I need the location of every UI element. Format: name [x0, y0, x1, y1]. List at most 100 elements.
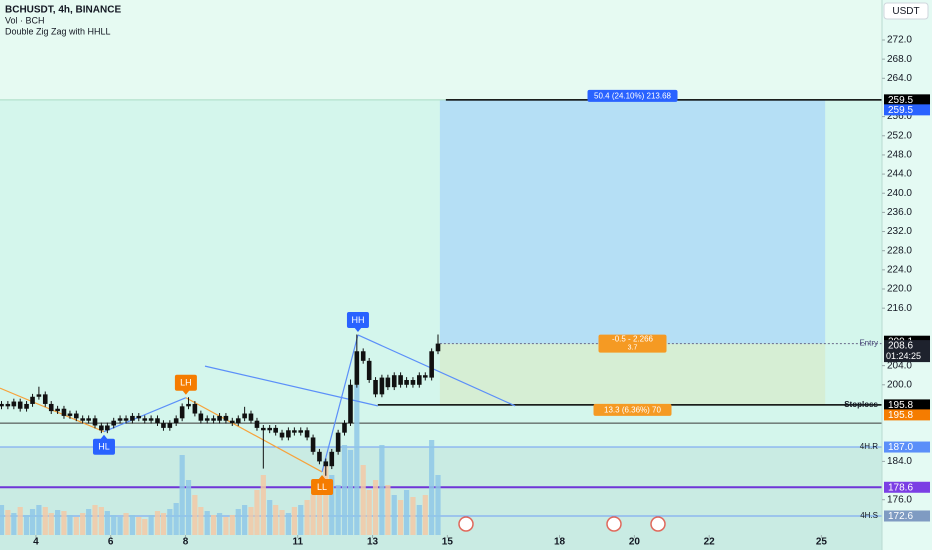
axis-group: 4 6 8 11 13 15 18 20 22 25 272.0 268.0 264.0 256.0 252… [33, 35, 930, 548]
y-tick-label: 256.0 [887, 111, 912, 122]
pivot-badge [174, 374, 197, 391]
entry-text: Entry [859, 339, 878, 348]
y-tick-label: 184.0 [887, 456, 912, 467]
volume-bar [310, 495, 316, 535]
candle-body [24, 403, 29, 409]
volume-bar [354, 385, 360, 535]
candle-body [55, 408, 60, 412]
candle-body [130, 415, 135, 421]
volume-bar [104, 511, 110, 535]
candle-body [317, 451, 322, 462]
volume-bar [123, 513, 129, 535]
volume-bar [204, 511, 210, 535]
volume-bar [248, 507, 254, 535]
pivot-pointer [181, 389, 190, 395]
stop-label: 13.3 (6.36%) 70 [604, 406, 661, 415]
volume-bar [254, 490, 260, 535]
volume-bar [372, 480, 379, 535]
candle-body [310, 437, 316, 452]
candle-body [117, 418, 123, 421]
candle-body [391, 375, 397, 388]
candle-body [161, 423, 166, 428]
mid-label: -0.5 - 2.266 [612, 335, 653, 344]
price-tag-label: 172.6 [888, 511, 913, 522]
pivot-pointer [99, 434, 108, 440]
x-tick-label: 13 [367, 537, 379, 548]
volume-bar [11, 513, 17, 535]
volume-bar [242, 505, 248, 535]
candle-body [5, 403, 11, 407]
pivot-label: LL [317, 482, 327, 492]
volume-bar [0, 505, 5, 535]
volume-bar [229, 515, 235, 535]
volume-bar [267, 500, 273, 535]
candle-body [0, 403, 4, 407]
volume-bar [416, 505, 422, 535]
candle-body [111, 420, 117, 426]
candle-body [155, 418, 160, 424]
mid-sublabel: 3.7 [628, 344, 638, 351]
price-tag-label: 178.6 [888, 482, 913, 493]
volume-bar [185, 480, 192, 535]
price-tag [884, 481, 930, 493]
candle-body [323, 461, 329, 467]
volume-bar [136, 517, 142, 535]
volume-bar [210, 515, 217, 535]
event-icon [458, 516, 474, 532]
candle-body [223, 415, 229, 421]
currency-box [883, 2, 929, 20]
volume-bar [117, 517, 123, 535]
x-tick-label: 25 [816, 537, 828, 548]
candle-body [61, 408, 67, 416]
volume-bar [341, 445, 348, 535]
candle-body [86, 418, 91, 421]
volume-bar [42, 507, 48, 535]
volume-bar [304, 500, 310, 535]
zigzag-line [103, 397, 187, 433]
volume-bar [17, 507, 23, 535]
y-tick-label: 204.0 [887, 360, 912, 371]
currency: USDT [892, 6, 919, 17]
event-icon [606, 516, 622, 532]
candle-body [329, 451, 335, 467]
candle-body [404, 379, 409, 385]
candle-body [292, 430, 297, 433]
volume-bar [391, 495, 397, 535]
price-tag [884, 94, 930, 106]
symbol-title: BCHUSDT, 4h, BINANCE [5, 5, 121, 16]
mid-label-box [598, 334, 667, 353]
candle-body [279, 432, 285, 438]
volume-bar [173, 503, 179, 535]
y-tick-label: 252.0 [887, 130, 912, 141]
pivot-label: HH [351, 315, 364, 325]
candle-body [354, 351, 360, 385]
volume-bar [235, 509, 241, 535]
x-tick-label: 6 [108, 537, 114, 548]
zigzag-line [321, 334, 359, 473]
countdown: 01:24:25 [886, 351, 921, 361]
price-tag [884, 441, 930, 453]
event-icons [458, 516, 666, 532]
price-tag [884, 340, 930, 363]
candle-body [92, 418, 98, 426]
volume-bar [61, 511, 67, 535]
candle-body [211, 418, 216, 421]
candle-body [11, 401, 17, 407]
candle-body [348, 384, 353, 424]
candle-body [36, 394, 42, 397]
target-label-box [587, 89, 678, 102]
volume-bar [285, 513, 291, 535]
candle-body [48, 403, 54, 412]
y-tick-label: 216.0 [887, 303, 912, 314]
candle-body [366, 360, 372, 380]
candle-body [273, 427, 278, 433]
volume-bar [385, 485, 391, 535]
volume-bar [23, 515, 30, 535]
candle-body [360, 351, 366, 361]
candle-body [179, 406, 185, 419]
x-tick-label: 4 [33, 537, 39, 548]
candle-body [398, 375, 403, 385]
price-tag [884, 409, 930, 421]
price-tag [884, 399, 930, 411]
price-tag-label: 195.8 [888, 400, 913, 411]
